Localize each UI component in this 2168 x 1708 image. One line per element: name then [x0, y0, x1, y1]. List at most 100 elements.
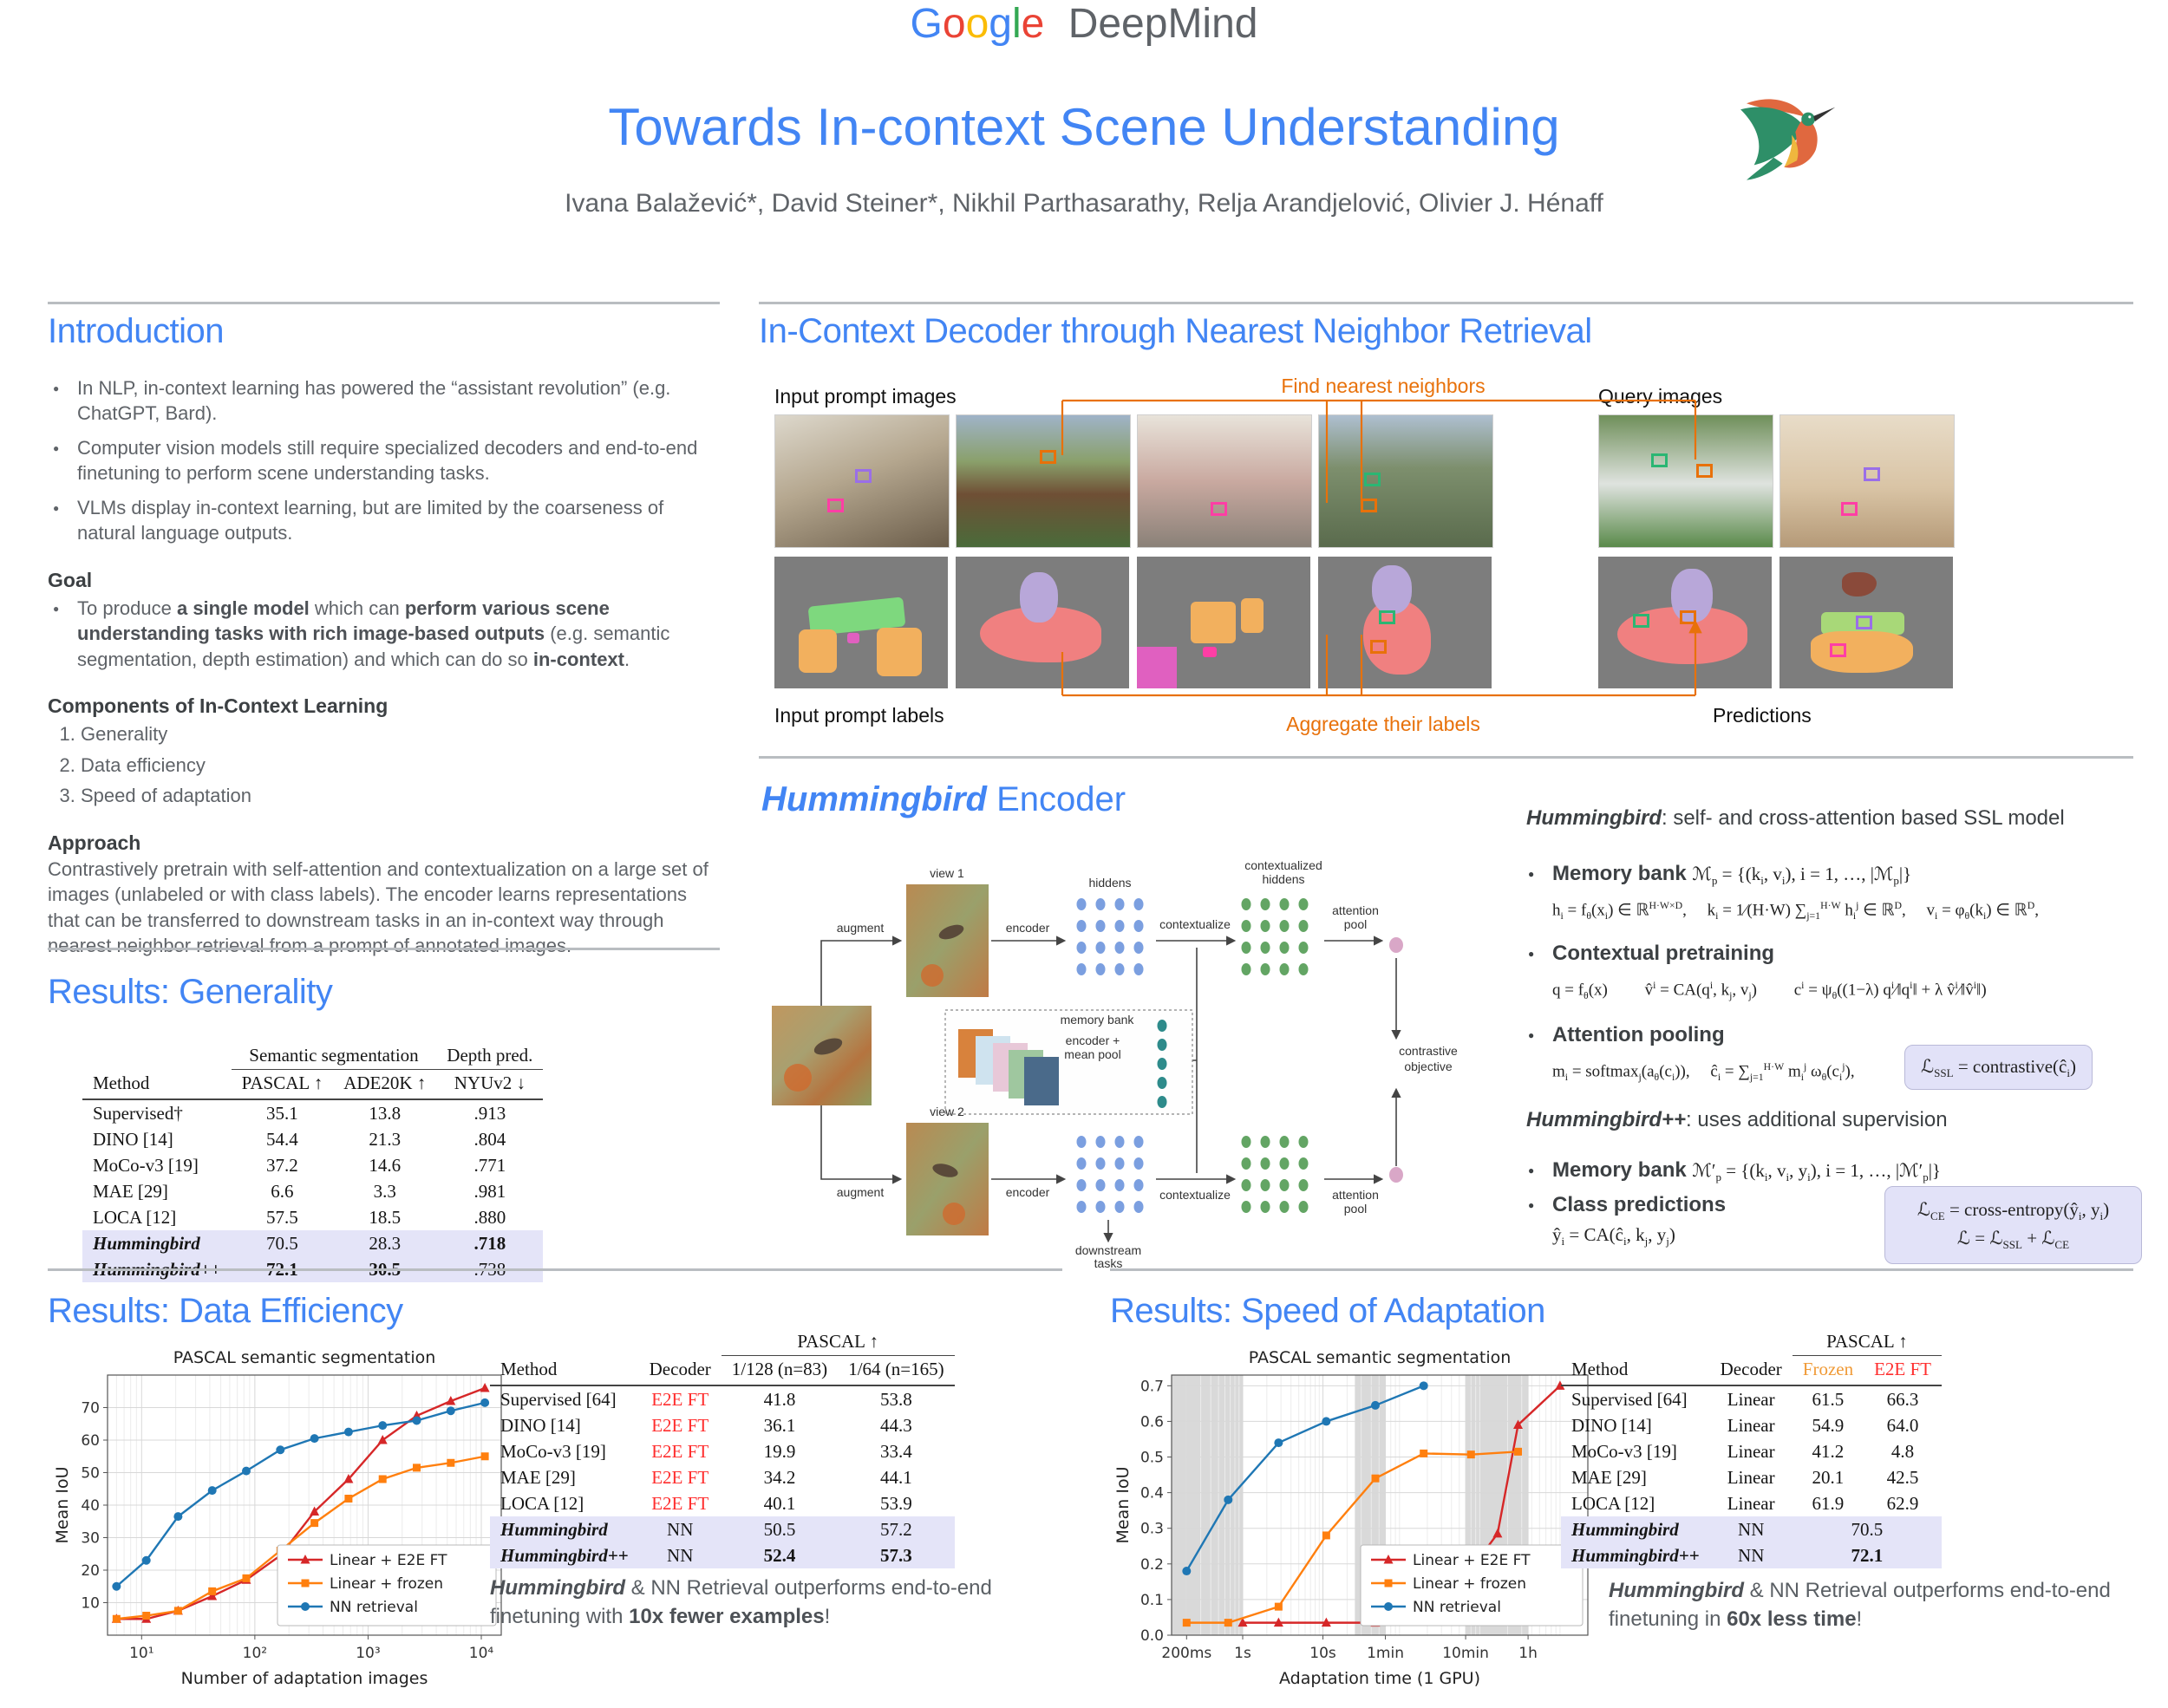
column-group-header	[490, 1331, 722, 1356]
mask-blob	[1241, 598, 1264, 633]
x-tick-label: 10s	[1309, 1645, 1336, 1662]
table-cell: 52.4	[763, 1544, 796, 1566]
section-speed: Results: Speed of Adaptation	[1110, 1292, 1545, 1331]
data-efficiency-heading: Results: Data Efficiency	[48, 1292, 403, 1330]
table-row: LOCA [12] Linear 61.9 62.9	[1561, 1490, 1942, 1516]
mask-blob	[1379, 610, 1395, 624]
annotation-box	[1211, 502, 1227, 516]
speed-caption: Hummingbird & NN Retrieval outperforms e…	[1609, 1579, 2111, 1632]
table-row: Hummingbird NN 50.5 57.2	[490, 1516, 955, 1542]
loss-ssl-box: ℒSSL = contrastive(ĉi)	[1904, 1045, 2093, 1090]
table-cell: 3.3	[373, 1180, 396, 1202]
encoder-heading: Hummingbird Encoder	[761, 780, 1126, 819]
data-efficiency-table: PASCAL ↑ Method Decoder 1/128 (n=83) 1/64 (n…	[490, 1331, 955, 1568]
table-cell: 44.3	[880, 1414, 912, 1436]
table-cell: NN	[1738, 1544, 1765, 1566]
mask-blob	[847, 633, 859, 643]
table-cell: 36.1	[763, 1414, 796, 1436]
table-cell: Linear	[1727, 1388, 1775, 1410]
prediction-mask-2	[1779, 557, 1953, 688]
y-tick-label: 30	[81, 1530, 100, 1548]
annotation-box	[855, 469, 872, 483]
mask-blob	[1811, 631, 1913, 673]
memory-bank-label: memory bank	[1061, 1013, 1135, 1027]
query-image-1	[1598, 414, 1773, 548]
section-divider	[759, 302, 2133, 304]
legend-label: Linear + E2E FT	[330, 1552, 447, 1569]
speed-chart: 200ms 1s 10s 1min 10min 1h 0.0 0.1 0.2 0.3 0.4 0.5 0…	[1114, 1348, 1589, 1688]
column-header: Method	[490, 1355, 639, 1386]
table-cell: 6.6	[271, 1180, 294, 1202]
google-letter: o	[965, 1, 989, 47]
table-cell: 66.3	[1886, 1388, 1919, 1410]
hummingbirdpp-name: Hummingbird++	[1526, 1108, 1687, 1131]
contextualized-hiddens-label: contextualized	[1244, 858, 1322, 872]
label-query-images: Query images	[1598, 385, 1723, 407]
table-row: MAE [29] E2E FT 34.2 44.1	[490, 1464, 955, 1490]
prompt-image-2	[956, 414, 1131, 548]
label-predictions: Predictions	[1713, 704, 1812, 727]
section-divider	[48, 302, 720, 304]
google-letter: G	[910, 1, 943, 47]
prediction-mask-1	[1598, 557, 1772, 688]
approach-text: Contrastively pretrain with self-attenti…	[48, 857, 709, 957]
legend: Linear + E2E FT Linear + frozen NN retriev…	[1360, 1544, 1584, 1627]
table-cell: 37.2	[266, 1154, 298, 1176]
loss-ce-box: ℒCE = cross-entropy(ŷi, yi) ℒ = ℒSSL + ℒ…	[1884, 1186, 2142, 1264]
mask-blob	[1842, 572, 1877, 596]
table-cell: DINO [14]	[1571, 1414, 1652, 1436]
table-cell: MoCo-v3 [19]	[1571, 1440, 1677, 1462]
hummingbird-name: Hummingbird	[1526, 806, 1662, 830]
prompt-label-mask-1	[774, 557, 948, 688]
label-find-nearest-neighbors: Find nearest neighbors	[1281, 375, 1486, 397]
attention-pooling-bullet: Attention pooling	[1526, 1023, 2142, 1047]
mask-blob	[1671, 569, 1713, 623]
y-tick-label: 0.4	[1140, 1485, 1164, 1503]
memory-bank2-label: Memory bank	[1552, 1158, 1687, 1182]
table-cell: Hummingbird++	[500, 1544, 629, 1566]
table-cell: LOCA [12]	[1571, 1492, 1655, 1514]
column-header: Decoder	[1709, 1355, 1793, 1386]
column-header: Decoder	[638, 1355, 722, 1386]
column-header: PASCAL ↑	[231, 1069, 334, 1100]
table-cell: 13.8	[369, 1102, 402, 1124]
component-item: Data efficiency	[81, 753, 720, 778]
section-introduction: Introduction In NLP, in-context learning…	[48, 312, 720, 959]
table-cell: NN	[1738, 1518, 1765, 1540]
x-tick-label: 1s	[1234, 1645, 1251, 1662]
y-axis-label: Mean IoU	[54, 1467, 72, 1544]
mask-blob	[1191, 602, 1236, 643]
mask-blob	[1830, 643, 1846, 657]
mask-blob	[877, 628, 922, 676]
intro-bullets: In NLP, in-context learning has powered …	[48, 375, 720, 546]
authors: Ivana Balažević*, David Steiner*, Nikhil…	[565, 189, 1603, 218]
y-tick-label: 50	[81, 1465, 100, 1483]
class-predictions-bullet: Class predictions	[1526, 1193, 2142, 1217]
prompt-image-4	[1318, 414, 1493, 548]
annotation-box	[1651, 453, 1668, 467]
annotation-box	[1361, 499, 1377, 512]
chart-title: PASCAL semantic segmentation	[173, 1348, 436, 1367]
hummingbird-note-rest: : self- and cross-attention based SSL mo…	[1662, 806, 2065, 830]
loss-ce-formula: ℒCE = cross-entropy(ŷi, yi)	[1917, 1199, 2110, 1223]
label-aggregate-their-labels: Aggregate their labels	[1286, 713, 1480, 735]
google-letter: l	[1011, 1, 1022, 47]
annotation-box	[1040, 450, 1056, 464]
table-cell: .804	[473, 1128, 506, 1150]
prompt-label-mask-4	[1318, 557, 1492, 688]
contextualized-hiddens-grid	[1241, 1136, 1309, 1213]
series-Linear + frozen	[112, 1452, 489, 1623]
section-generality: Results: Generality	[48, 973, 333, 1012]
prompt-label-mask-2	[956, 557, 1129, 688]
table-cell: 41.8	[763, 1388, 796, 1410]
table-cell: Linear	[1727, 1414, 1775, 1436]
contextualized-hiddens-grid	[1241, 898, 1309, 975]
hummingbirdpp-note-rest: : uses additional supervision	[1686, 1108, 1948, 1131]
table-cell: 61.9	[1812, 1492, 1845, 1514]
y-tick-label: 0.6	[1140, 1413, 1164, 1431]
hidden-math: hi = fθ(xi) ∈ ℝH·W×D, ki = 1⁄(H·W) ∑j=1H…	[1552, 900, 2039, 922]
y-tick-label: 0.7	[1140, 1378, 1164, 1395]
table-cell: Hummingbird	[1571, 1518, 1679, 1540]
table-cell: 34.2	[763, 1466, 796, 1488]
encoder-label: encoder	[1006, 921, 1050, 935]
